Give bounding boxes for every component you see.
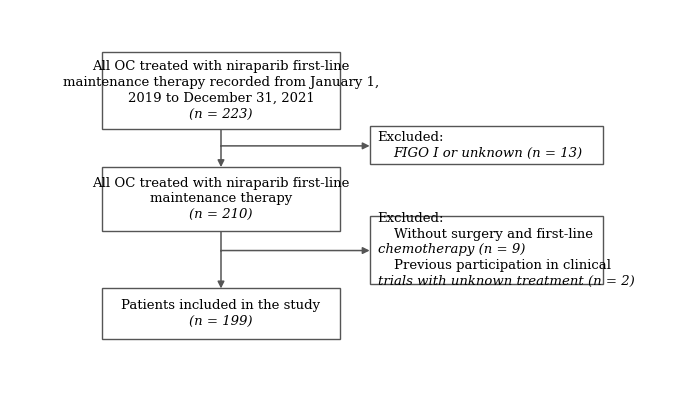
Text: (n = 199): (n = 199)	[189, 315, 253, 328]
Text: Patients included in the study: Patients included in the study	[121, 299, 321, 312]
Text: maintenance therapy: maintenance therapy	[150, 193, 292, 205]
Text: trials with unknown treatment (n = 2): trials with unknown treatment (n = 2)	[377, 275, 634, 288]
Text: (n = 210): (n = 210)	[189, 208, 253, 221]
FancyBboxPatch shape	[101, 52, 340, 129]
Text: FIGO I or unknown (n = 13): FIGO I or unknown (n = 13)	[393, 147, 583, 160]
Text: maintenance therapy recorded from January 1,: maintenance therapy recorded from Januar…	[63, 76, 379, 89]
Text: Excluded:: Excluded:	[377, 131, 444, 144]
Text: All OC treated with niraparib first-line: All OC treated with niraparib first-line	[92, 177, 349, 190]
Text: Previous participation in clinical: Previous participation in clinical	[393, 259, 610, 272]
Text: 2019 to December 31, 2021: 2019 to December 31, 2021	[127, 92, 314, 105]
Text: Without surgery and first-line: Without surgery and first-line	[393, 227, 593, 240]
Text: (n = 223): (n = 223)	[189, 108, 253, 121]
FancyBboxPatch shape	[101, 288, 340, 338]
Text: All OC treated with niraparib first-line: All OC treated with niraparib first-line	[92, 60, 349, 73]
FancyBboxPatch shape	[101, 167, 340, 231]
Text: Excluded:: Excluded:	[377, 212, 444, 225]
FancyBboxPatch shape	[370, 216, 603, 284]
FancyBboxPatch shape	[370, 126, 603, 164]
Text: chemotherapy (n = 9): chemotherapy (n = 9)	[377, 243, 525, 256]
